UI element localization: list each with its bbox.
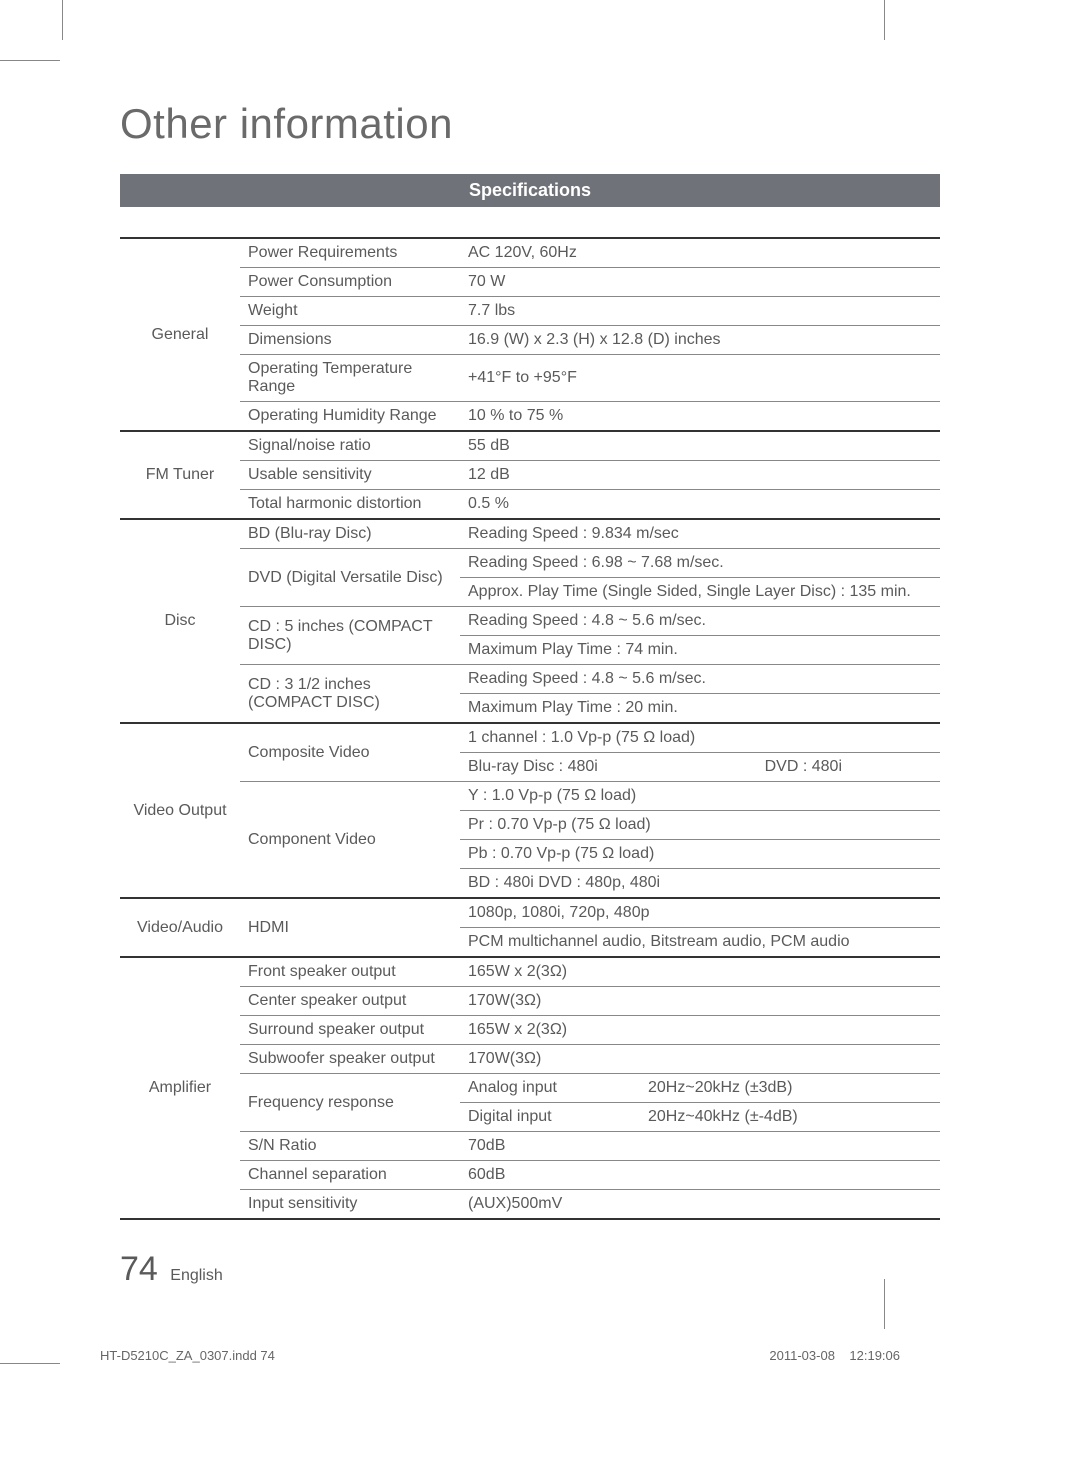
cat-fm: FM Tuner (120, 431, 240, 519)
spec-subvalue: Digital input (468, 1108, 648, 1126)
section-title-bar: Specifications (120, 174, 940, 207)
spec-label: DVD (Digital Versatile Disc) (240, 549, 460, 607)
spec-label: Total harmonic distortion (240, 490, 460, 520)
spec-label: Power Requirements (240, 238, 460, 268)
spec-subvalue: Analog input (468, 1079, 648, 1097)
spec-value: 170W(3Ω) (460, 987, 940, 1016)
spec-subvalue: DVD : 480i (765, 758, 842, 776)
spec-label: Front speaker output (240, 957, 460, 987)
spec-value: Pr : 0.70 Vp-p (75 Ω load) (460, 811, 940, 840)
spec-label: Subwoofer speaker output (240, 1045, 460, 1074)
spec-label: CD : 5 inches (COMPACT DISC) (240, 607, 460, 665)
spec-label: Power Consumption (240, 268, 460, 297)
spec-value: (AUX)500mV (460, 1190, 940, 1220)
page-content: Other information Specifications General… (120, 100, 940, 1220)
spec-value: Y : 1.0 Vp-p (75 Ω load) (460, 782, 940, 811)
spec-value: 165W x 2(3Ω) (460, 957, 940, 987)
spec-value: Maximum Play Time : 20 min. (460, 694, 940, 724)
spec-label: Frequency response (240, 1074, 460, 1132)
spec-value: 0.5 % (460, 490, 940, 520)
spec-label: HDMI (240, 898, 460, 957)
spec-value: 55 dB (460, 431, 940, 461)
page-footer: 74 English (120, 1250, 223, 1289)
timestamp-time: 12:19:06 (849, 1348, 900, 1363)
spec-label: Usable sensitivity (240, 461, 460, 490)
spec-value: 165W x 2(3Ω) (460, 1016, 940, 1045)
page-heading: Other information (120, 100, 940, 148)
cat-general: General (120, 238, 240, 431)
spec-value: 10 % to 75 % (460, 402, 940, 432)
spec-value: 1080p, 1080i, 720p, 480p (460, 898, 940, 928)
spec-label: Channel separation (240, 1161, 460, 1190)
spec-value: BD : 480i DVD : 480p, 480i (460, 869, 940, 899)
indd-filename: HT-D5210C_ZA_0307.indd 74 (100, 1348, 275, 1363)
spec-value: 16.9 (W) x 2.3 (H) x 12.8 (D) inches (460, 326, 940, 355)
spec-value: Pb : 0.70 Vp-p (75 Ω load) (460, 840, 940, 869)
spec-value: 70dB (460, 1132, 940, 1161)
spec-label: Operating Humidity Range (240, 402, 460, 432)
spec-label: Weight (240, 297, 460, 326)
spec-value: Reading Speed : 6.98 ~ 7.68 m/sec. (460, 549, 940, 578)
cat-video-output: Video Output (120, 723, 240, 898)
spec-value: Analog input20Hz~20kHz (±3dB) (460, 1074, 940, 1103)
spec-value: Blu-ray Disc : 480i DVD : 480i (460, 753, 940, 782)
spec-label: BD (Blu-ray Disc) (240, 519, 460, 549)
spec-label: CD : 3 1/2 inches (COMPACT DISC) (240, 665, 460, 724)
spec-label: Input sensitivity (240, 1190, 460, 1220)
spec-label: Component Video (240, 782, 460, 899)
spec-label: Dimensions (240, 326, 460, 355)
spec-subvalue: 20Hz~20kHz (±3dB) (648, 1079, 792, 1097)
timestamp-date: 2011-03-08 (769, 1348, 835, 1363)
spec-value: Reading Speed : 4.8 ~ 5.6 m/sec. (460, 607, 940, 636)
spec-subvalue: Blu-ray Disc : 480i (468, 758, 598, 776)
spec-value: +41°F to +95°F (460, 355, 940, 402)
spec-value: 1 channel : 1.0 Vp-p (75 Ω load) (460, 723, 940, 753)
spec-value: Approx. Play Time (Single Sided, Single … (460, 578, 940, 607)
spec-value: AC 120V, 60Hz (460, 238, 940, 268)
spec-value: Reading Speed : 4.8 ~ 5.6 m/sec. (460, 665, 940, 694)
spec-label: Signal/noise ratio (240, 431, 460, 461)
spec-label: Composite Video (240, 723, 460, 782)
spec-value: Reading Speed : 9.834 m/sec (460, 519, 940, 549)
print-timestamp: 2011-03-08 12:19:06 (769, 1348, 900, 1363)
page-language: English (170, 1267, 222, 1284)
spec-label: Center speaker output (240, 987, 460, 1016)
cat-amplifier: Amplifier (120, 957, 240, 1219)
spec-label: Surround speaker output (240, 1016, 460, 1045)
cat-disc: Disc (120, 519, 240, 723)
spec-value: Digital input20Hz~40kHz (±-4dB) (460, 1103, 940, 1132)
spec-value: 60dB (460, 1161, 940, 1190)
spec-subvalue: 20Hz~40kHz (±-4dB) (648, 1108, 798, 1126)
spec-table: General Power Requirements AC 120V, 60Hz… (120, 237, 940, 1220)
spec-value: PCM multichannel audio, Bitstream audio,… (460, 928, 940, 958)
spec-value: 170W(3Ω) (460, 1045, 940, 1074)
cat-video-audio: Video/Audio (120, 898, 240, 957)
spec-label: Operating Temperature Range (240, 355, 460, 402)
spec-value: Maximum Play Time : 74 min. (460, 636, 940, 665)
spec-value: 12 dB (460, 461, 940, 490)
page-number: 74 (120, 1250, 158, 1288)
spec-value: 70 W (460, 268, 940, 297)
spec-label: S/N Ratio (240, 1132, 460, 1161)
spec-value: 7.7 lbs (460, 297, 940, 326)
